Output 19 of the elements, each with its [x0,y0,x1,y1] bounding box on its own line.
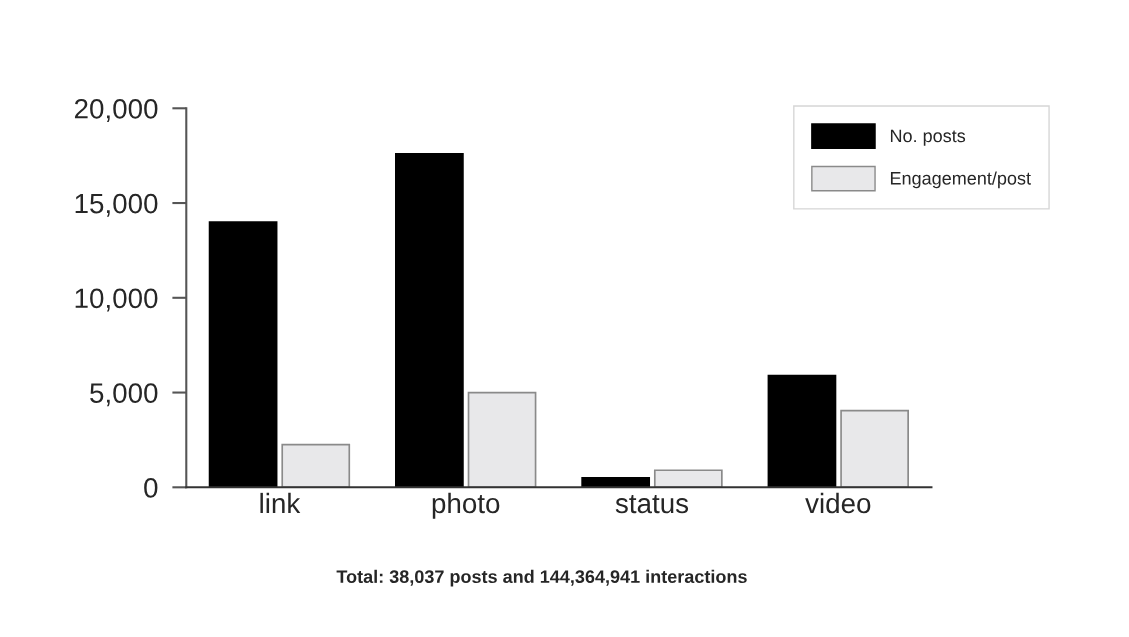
y-tick-label: 20,000 [74,98,158,122]
x-tick-label: photo [432,492,500,519]
x-tick-label: link [260,492,301,513]
legend-label: Engagement/post [890,171,1031,189]
legend-label: No. posts [890,129,966,146]
x-tick-label: status [615,495,689,514]
y-tick-label: 0 [144,477,158,498]
bar [767,374,837,488]
text: Total: 38,037 posts and 144,364,941 interactions [336,569,747,587]
bar [208,221,278,488]
x-tick-label: video [805,492,871,514]
bar [281,443,351,488]
bar [395,152,464,488]
bar [467,391,537,488]
y-tick-label: 15,000 [75,193,158,217]
y-tick-label: 5,000 [90,383,158,407]
bar [653,469,723,488]
bar [840,409,909,488]
y-tick-label: 10,000 [75,288,158,312]
